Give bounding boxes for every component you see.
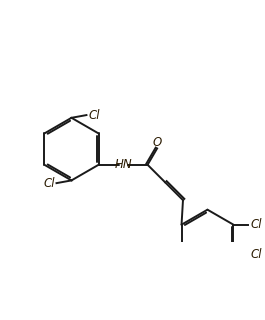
Text: HN: HN [114, 158, 132, 171]
Text: Cl: Cl [250, 218, 262, 231]
Text: Cl: Cl [43, 177, 55, 190]
Text: Cl: Cl [88, 108, 100, 122]
Text: O: O [152, 136, 162, 149]
Text: Cl: Cl [250, 248, 262, 261]
